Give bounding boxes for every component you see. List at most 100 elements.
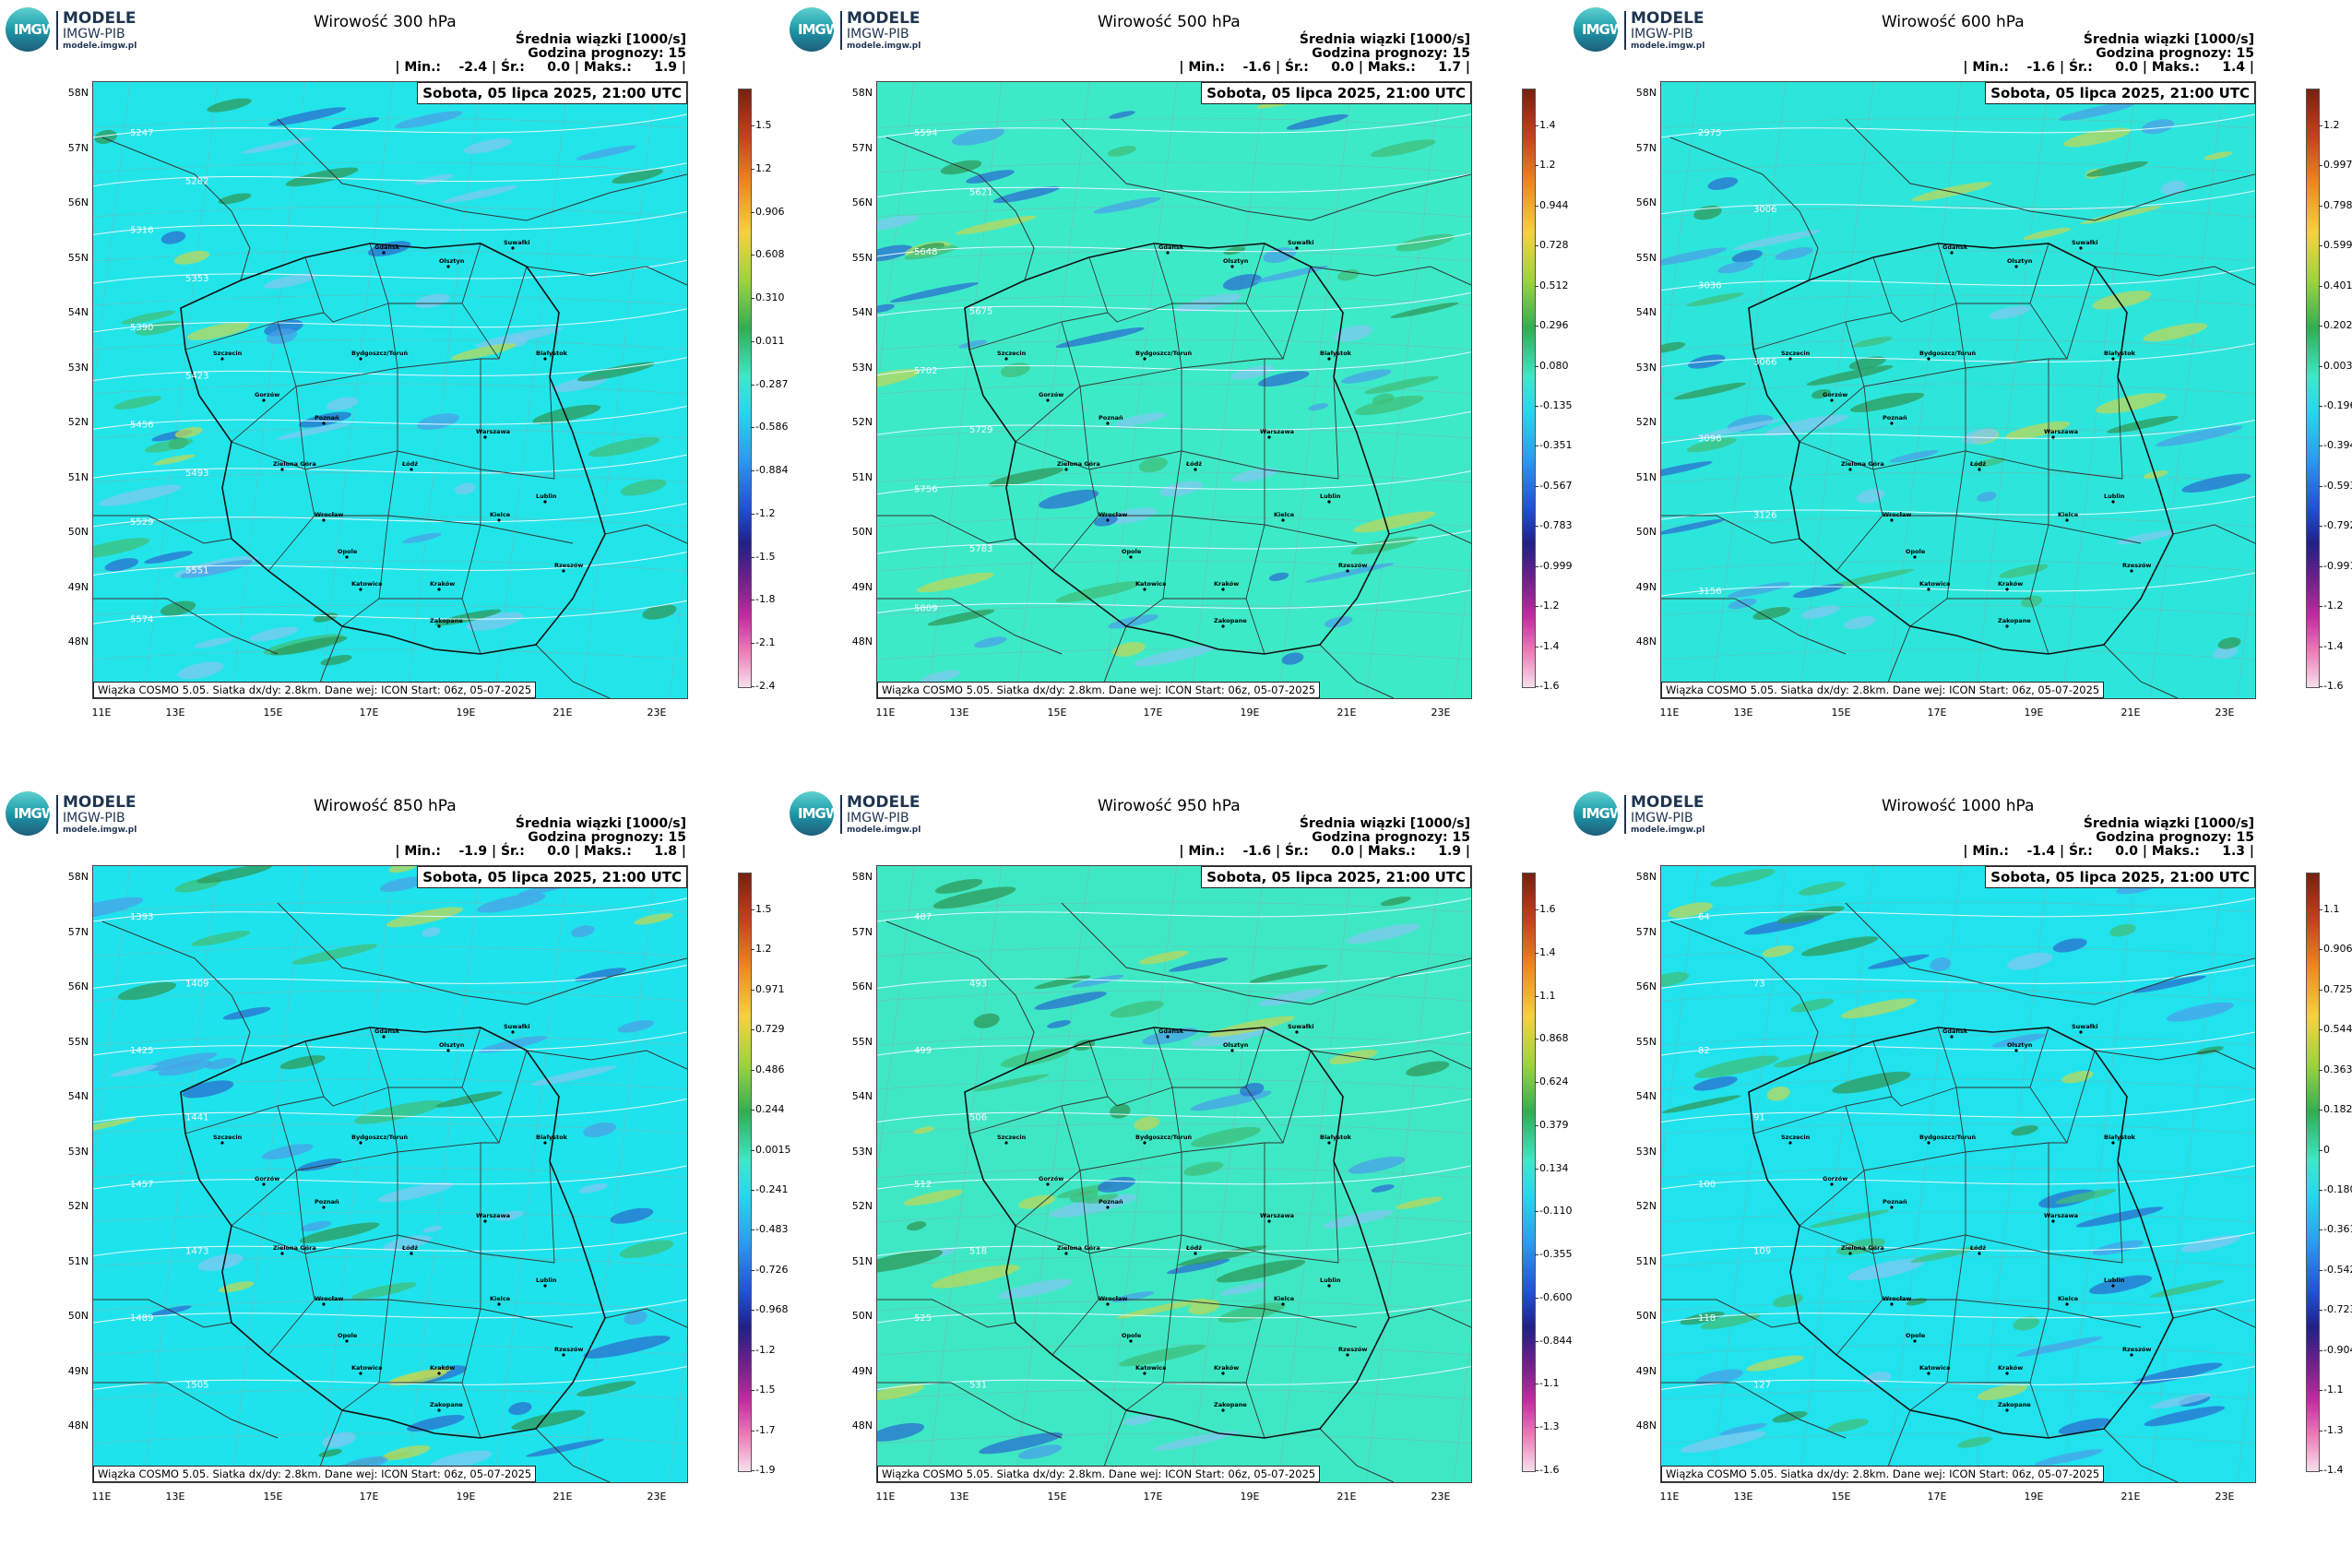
- longitude-label: 23E: [647, 707, 667, 719]
- city-label: Katowice: [1135, 580, 1167, 588]
- imgw-logo: IMGW MODELE IMGW-PIB modele.imgw.pl: [1574, 791, 1712, 837]
- city-marker: [345, 1339, 349, 1343]
- city-label: Suwałki: [1288, 239, 1314, 246]
- city-label: Suwałki: [2072, 239, 2098, 246]
- city-marker: [2065, 518, 2069, 522]
- city-label: Opole: [338, 548, 358, 555]
- city-marker: [1927, 357, 1930, 361]
- colorbar-tick: [2319, 285, 2322, 287]
- stats-line: | Min.: -1.6 | Śr.: 0.0 | Maks.: 1.9 |: [1179, 844, 1470, 859]
- panel-title: Wirowość 600 hPa: [1882, 13, 2025, 31]
- city-marker: [2065, 1302, 2069, 1306]
- contour-label: 1457: [130, 1180, 153, 1190]
- city-marker: [1143, 588, 1146, 591]
- colorbar-label: 0.729: [755, 1023, 785, 1036]
- city-marker: [1106, 422, 1110, 425]
- city-marker: [543, 1141, 547, 1145]
- city-label: Kraków: [1214, 580, 1239, 588]
- city-marker: [2079, 1030, 2083, 1034]
- city-label: Kielce: [2058, 1295, 2079, 1302]
- org-name: MODELE: [847, 9, 921, 28]
- latitude-label: 49N: [1635, 580, 1657, 593]
- city-label: Gorzów: [255, 391, 279, 398]
- longitude-label: 19E: [2024, 707, 2044, 719]
- map-canvas: 5247 5282 5316 5353 5390 5423 5456 5493 5529 5551…: [93, 82, 687, 698]
- colorbar-label: -0.726: [755, 1263, 789, 1276]
- colorbar-label: -0.394: [2323, 439, 2352, 452]
- colorbar-label: -0.567: [1539, 479, 1573, 492]
- city-marker: [382, 1035, 386, 1039]
- city-marker: [1004, 1141, 1008, 1145]
- city-label: Suwałki: [2072, 1023, 2098, 1030]
- logo-mark-text: IMGW: [1582, 805, 1624, 822]
- city-marker: [1295, 1030, 1299, 1034]
- contour-label: 5247: [130, 128, 153, 138]
- city-label: Warszawa: [1260, 428, 1294, 435]
- colorbar-label: -1.3: [2323, 1423, 2344, 1436]
- colorbar-tick: [1535, 1124, 1538, 1126]
- colorbar-label: -1.4: [1539, 639, 1560, 652]
- imgw-logo: IMGW MODELE IMGW-PIB modele.imgw.pl: [6, 791, 144, 837]
- colorbar-label: -2.1: [755, 636, 776, 649]
- city-label: Gdańsk: [374, 1028, 400, 1035]
- colorbar-label: -0.483: [755, 1223, 789, 1236]
- city-marker: [359, 1372, 362, 1375]
- city-label: Rzeszów: [554, 1346, 583, 1353]
- city-marker: [1046, 398, 1050, 402]
- city-label: Warszawa: [476, 428, 510, 435]
- city-label: Kraków: [430, 580, 455, 588]
- colorbar-label: -0.904: [2323, 1343, 2352, 1356]
- imgw-logo: IMGW MODELE IMGW-PIB modele.imgw.pl: [790, 7, 928, 53]
- colorbar-label: -1.5: [755, 1384, 776, 1396]
- city-label: Olsztyn: [2007, 257, 2033, 265]
- city-label: Zielona Góra: [1841, 1244, 1884, 1252]
- latitude-label: 55N: [851, 1035, 873, 1048]
- org-name: MODELE: [63, 9, 137, 28]
- colorbar-tick: [1535, 165, 1538, 167]
- colorbar-label: 0.296: [1539, 319, 1569, 332]
- colorbar-tick: [2319, 606, 2322, 608]
- valid-date: Sobota, 05 lipca 2025, 21:00 UTC: [417, 866, 687, 888]
- city-marker: [1143, 357, 1146, 361]
- panel-title: Wirowość 950 hPa: [1098, 797, 1241, 815]
- colorbar-label: -0.287: [755, 377, 789, 390]
- colorbar-label: 0.202: [2323, 319, 2352, 332]
- city-label: Zakopane: [430, 617, 463, 624]
- colorbar-tick: [751, 1310, 754, 1312]
- city-label: Białystok: [536, 1134, 568, 1141]
- city-marker: [1129, 555, 1133, 559]
- colorbar-label: 0.725: [2323, 982, 2352, 995]
- city-marker: [437, 588, 441, 591]
- city-marker: [1788, 1141, 1792, 1145]
- colorbar-tick: [2319, 165, 2322, 167]
- colorbar-tick: [2319, 1110, 2322, 1111]
- latitude-label: 57N: [67, 141, 89, 154]
- city-marker: [2111, 357, 2115, 361]
- panel-title: Wirowość 1000 hPa: [1882, 797, 2035, 815]
- colorbar-tick: [751, 1229, 754, 1231]
- colorbar-label: -0.110: [1539, 1205, 1573, 1218]
- contour-label: 1489: [130, 1313, 153, 1324]
- city-marker: [2014, 1049, 2018, 1052]
- city-label: Gdańsk: [1158, 244, 1184, 251]
- colorbar-tick: [2319, 1390, 2322, 1392]
- colorbar-tick: [1535, 445, 1538, 447]
- longitude-label: 17E: [359, 707, 379, 719]
- latitude-label: 54N: [1635, 1090, 1657, 1102]
- colorbar-tick: [751, 1390, 754, 1392]
- city-marker: [437, 1372, 441, 1375]
- contour-label: 5675: [969, 306, 992, 316]
- longitude-label: 17E: [1927, 707, 1947, 719]
- colorbar-label: -0.991: [2323, 559, 2352, 572]
- latitude-label: 54N: [67, 1090, 89, 1102]
- colorbar-tick: [1535, 952, 1538, 954]
- latitude-label: 48N: [67, 636, 89, 647]
- city-label: Gorzów: [1823, 391, 1847, 398]
- city-label: Łódź: [1185, 460, 1202, 468]
- city-label: Zakopane: [1214, 617, 1247, 624]
- colorbar: [1522, 873, 1536, 1472]
- latitude-label: 54N: [1635, 306, 1657, 318]
- colorbar-label: 0.512: [1539, 279, 1569, 291]
- longitude-label: 21E: [2120, 1491, 2141, 1503]
- city-label: Katowice: [351, 580, 383, 588]
